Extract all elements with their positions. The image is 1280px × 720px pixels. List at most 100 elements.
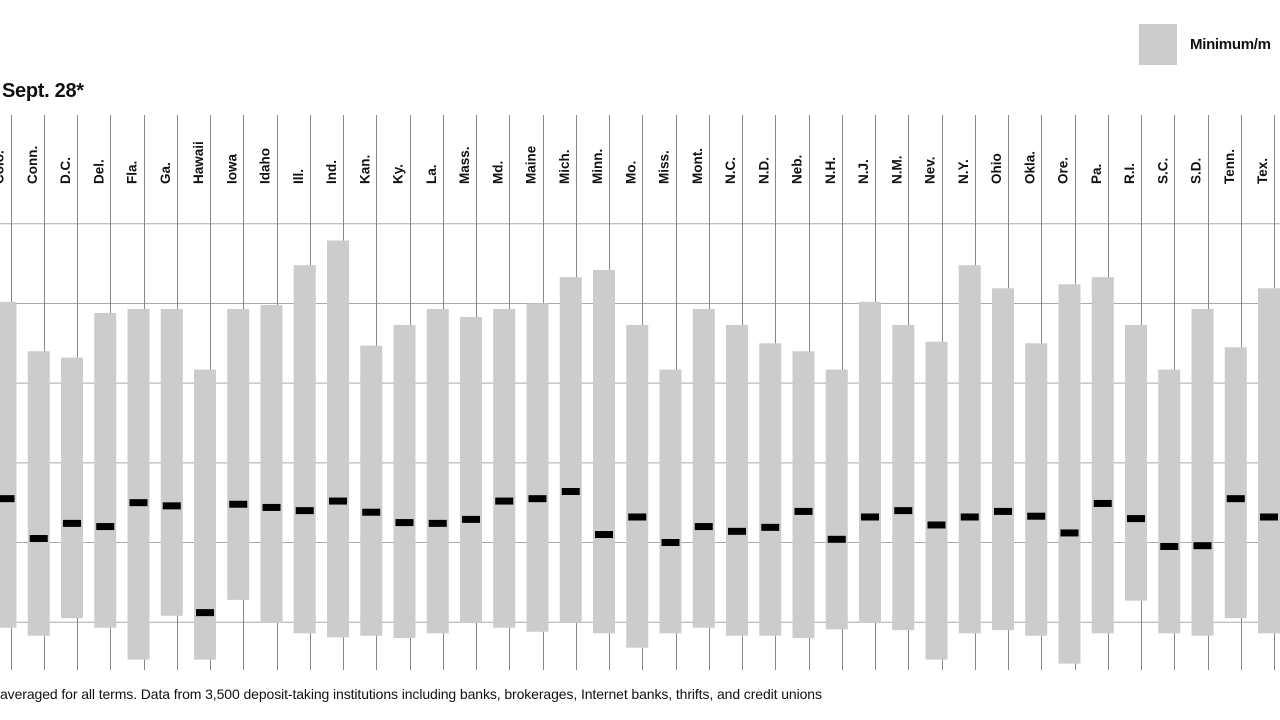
range-bar	[526, 303, 549, 632]
average-marker	[362, 508, 381, 516]
average-marker	[694, 523, 713, 531]
range-bar	[925, 341, 948, 660]
category-label: N.Y.	[956, 159, 971, 184]
average-marker	[63, 519, 81, 527]
range-bar	[327, 240, 349, 638]
average-marker	[1260, 513, 1278, 521]
category-label: Idaho	[258, 148, 273, 184]
range-bar	[160, 309, 183, 616]
average-markers	[0, 488, 1278, 617]
average-marker	[295, 507, 314, 515]
category-label: Md.	[490, 161, 505, 184]
range-bar	[1158, 369, 1181, 634]
category-label: La.	[424, 164, 439, 184]
average-marker	[1027, 512, 1046, 520]
average-marker	[1127, 515, 1145, 523]
category-label: Ind.	[324, 160, 339, 184]
average-marker	[462, 515, 480, 523]
category-label: S.C.	[1155, 158, 1170, 184]
category-label: Tex.	[1255, 158, 1270, 184]
category-label: D.C.	[58, 157, 73, 184]
average-marker	[0, 495, 15, 503]
range-bar	[0, 301, 17, 628]
category-label: N.C.	[723, 157, 738, 184]
average-marker	[894, 507, 913, 515]
average-marker	[861, 513, 879, 521]
category-label: Ohio	[989, 153, 1004, 184]
range-bar	[393, 324, 416, 639]
average-marker	[428, 519, 447, 527]
range-bar	[1058, 284, 1081, 664]
average-marker	[561, 488, 580, 495]
range-bar	[227, 309, 250, 600]
category-label: Nev.	[923, 156, 938, 184]
category-label: N.H.	[823, 157, 838, 184]
range-bar	[559, 277, 582, 623]
category-label: Maine	[524, 145, 539, 184]
category-label: Iowa	[224, 154, 239, 184]
category-labels: Colo. Conn. D.C. Del. Fla. Ga. Hawaii Iowa Idaho…	[0, 141, 1270, 184]
range-bar	[692, 309, 715, 628]
range-bar	[1025, 343, 1048, 636]
range-bar	[892, 324, 915, 631]
range-bar	[1125, 324, 1147, 601]
average-marker	[1226, 495, 1245, 503]
category-label: N.D.	[756, 157, 771, 184]
average-marker	[1160, 542, 1179, 550]
category-label: Kan.	[357, 155, 372, 184]
category-label: Mont.	[690, 148, 705, 184]
average-marker	[827, 535, 846, 543]
average-marker	[595, 531, 613, 539]
range-bar	[992, 288, 1014, 631]
category-label: Conn.	[25, 146, 40, 184]
range-bar	[1091, 277, 1114, 634]
average-marker	[528, 495, 547, 503]
range-bar	[127, 309, 150, 660]
average-marker	[1193, 542, 1212, 550]
category-label: Neb.	[790, 155, 805, 184]
average-marker	[129, 499, 148, 507]
category-label: Mich.	[557, 149, 572, 184]
date-label: Sept. 28*	[2, 80, 84, 102]
range-bar	[1258, 288, 1280, 634]
category-label: N.J.	[856, 159, 871, 184]
range-bar	[859, 301, 881, 623]
category-label: N.M.	[889, 156, 904, 185]
legend-swatch	[1139, 24, 1177, 65]
category-label: Pa.	[1089, 164, 1104, 184]
range-bar	[726, 324, 748, 636]
range-bar	[460, 316, 482, 623]
category-label: Minn.	[590, 149, 605, 184]
average-marker	[1093, 499, 1112, 507]
average-marker	[1060, 529, 1079, 537]
category-label: Ill.	[291, 169, 306, 184]
range-bar	[426, 309, 449, 634]
category-label: Hawaii	[191, 141, 206, 184]
category-label: Colo.	[0, 150, 7, 184]
range-bar	[1224, 347, 1247, 619]
average-marker	[628, 513, 647, 521]
average-marker	[395, 519, 414, 527]
range-bar	[1191, 309, 1214, 636]
range-bar	[360, 345, 383, 636]
category-label: Ga.	[158, 162, 173, 184]
range-bar	[194, 369, 216, 660]
average-marker	[927, 521, 946, 529]
range-bar	[61, 357, 83, 619]
average-marker	[162, 502, 181, 510]
range-bar	[27, 351, 50, 636]
average-marker	[495, 497, 514, 505]
category-label: Fla.	[125, 161, 140, 184]
average-marker	[794, 507, 813, 515]
category-label: Mass.	[457, 146, 472, 184]
average-marker	[262, 503, 281, 511]
category-label: R.I.	[1122, 163, 1137, 184]
average-marker	[29, 535, 48, 543]
category-label: Okla.	[1022, 151, 1037, 184]
range-bar	[792, 351, 815, 639]
legend-label: Minimum/m	[1190, 36, 1271, 53]
range-bar	[94, 313, 117, 628]
average-marker	[661, 539, 680, 546]
range-bar	[260, 305, 283, 623]
